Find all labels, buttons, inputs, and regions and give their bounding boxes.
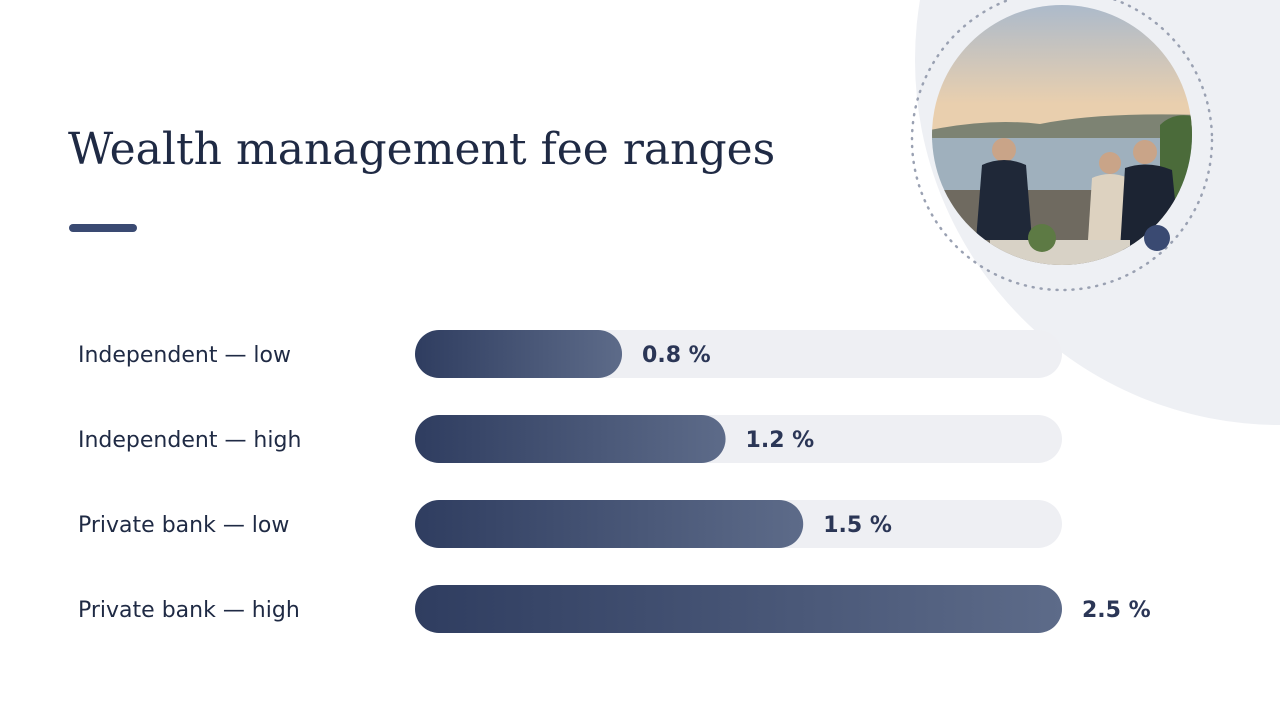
bar	[415, 415, 726, 463]
value-label: 1.2 %	[746, 428, 815, 453]
chart-title: Wealth management fee ranges	[68, 124, 775, 175]
category-label: Private bank — high	[78, 598, 300, 623]
value-label: 1.5 %	[823, 513, 892, 538]
bar	[415, 500, 804, 548]
bar	[415, 330, 623, 378]
accent-dot	[1144, 225, 1170, 251]
category-label: Independent — high	[78, 428, 301, 453]
value-label: 2.5 %	[1082, 598, 1151, 623]
category-label: Independent — low	[78, 343, 291, 368]
category-label: Private bank — low	[78, 513, 289, 538]
title-accent	[69, 224, 137, 232]
bar	[415, 585, 1062, 633]
dotted-ring	[910, 0, 1214, 292]
value-label: 0.8 %	[642, 343, 711, 368]
